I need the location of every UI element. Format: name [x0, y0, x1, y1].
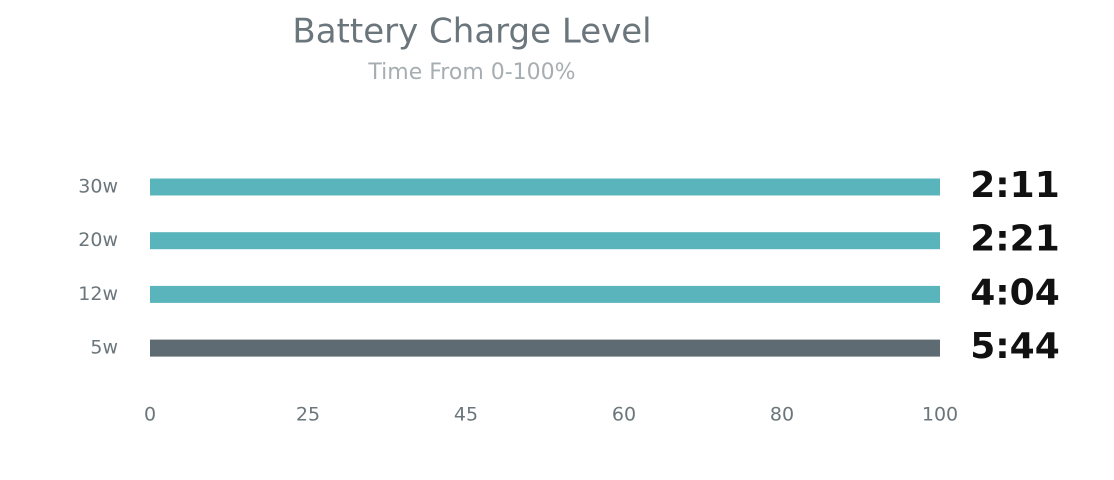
y-tick-label: 30w	[78, 176, 118, 198]
bar	[150, 232, 940, 250]
x-tick-label: 25	[296, 404, 320, 426]
y-tick-label: 5w	[90, 337, 118, 359]
x-tick-label: 0	[144, 404, 156, 426]
x-tick-label: 80	[770, 404, 794, 426]
chart-title: Battery Charge Level	[292, 12, 651, 52]
bar	[150, 285, 940, 303]
annotation: 2:21	[970, 219, 1060, 260]
x-tick-label: 45	[454, 404, 478, 426]
bar	[150, 178, 940, 196]
y-tick-label: 12w	[78, 283, 118, 305]
y-tick-label: 20w	[78, 229, 118, 251]
annotation: 4:04	[970, 272, 1060, 313]
annotation: 2:11	[970, 165, 1060, 206]
bar	[150, 339, 940, 357]
chart-subtitle: Time From 0-100%	[367, 60, 575, 85]
annotation: 5:44	[970, 326, 1060, 367]
x-tick-label: 60	[612, 404, 636, 426]
x-tick-label: 100	[922, 404, 958, 426]
